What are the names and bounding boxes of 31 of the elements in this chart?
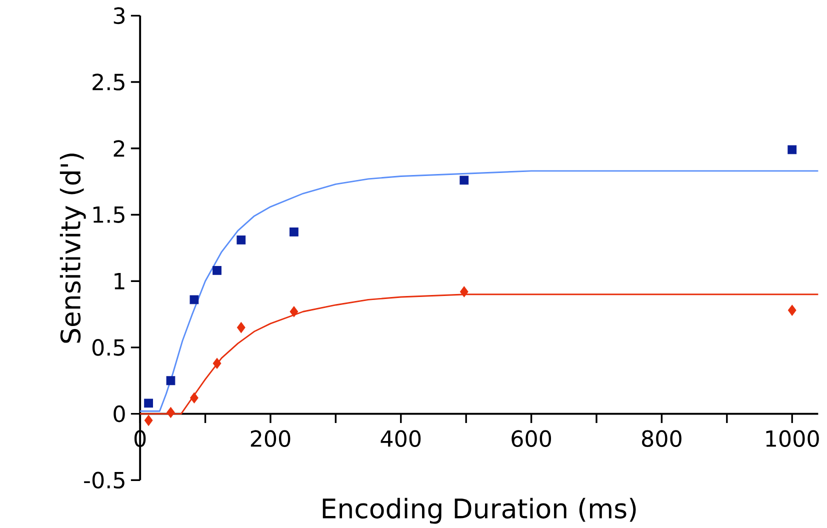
point — [460, 176, 469, 185]
y-tick-label: 2 — [114, 140, 124, 157]
x-axis-title: Encoding Duration (ms) — [322, 498, 636, 524]
point — [236, 235, 246, 244]
point — [212, 358, 222, 369]
point — [788, 145, 797, 154]
x-tick-label: 200 — [250, 430, 290, 447]
point — [290, 227, 298, 236]
point — [166, 406, 175, 418]
y-tick-label: 0 — [114, 405, 125, 422]
x-tick-label: 600 — [512, 430, 552, 447]
x-tick-label: 400 — [380, 430, 421, 447]
y-tick-label: -0.5 — [84, 472, 124, 488]
point — [236, 322, 246, 333]
y-tick-label: 2.5 — [92, 74, 124, 90]
point — [190, 392, 198, 404]
y-axis-title: Sensitivity (d') — [60, 154, 86, 343]
x-tick-label: 1000 — [766, 430, 819, 447]
point — [460, 286, 468, 298]
y-tick-label: 0.5 — [92, 338, 124, 356]
y-tick-label: 1.5 — [93, 206, 124, 223]
point — [190, 295, 199, 304]
point — [788, 304, 796, 316]
x-tick-label: 800 — [642, 430, 682, 447]
y-tick-label: 1 — [114, 272, 124, 290]
point — [166, 376, 176, 385]
point — [212, 266, 222, 275]
y-tick-label: 3 — [114, 7, 125, 24]
point — [290, 306, 298, 318]
point — [144, 398, 154, 408]
point — [144, 414, 153, 426]
